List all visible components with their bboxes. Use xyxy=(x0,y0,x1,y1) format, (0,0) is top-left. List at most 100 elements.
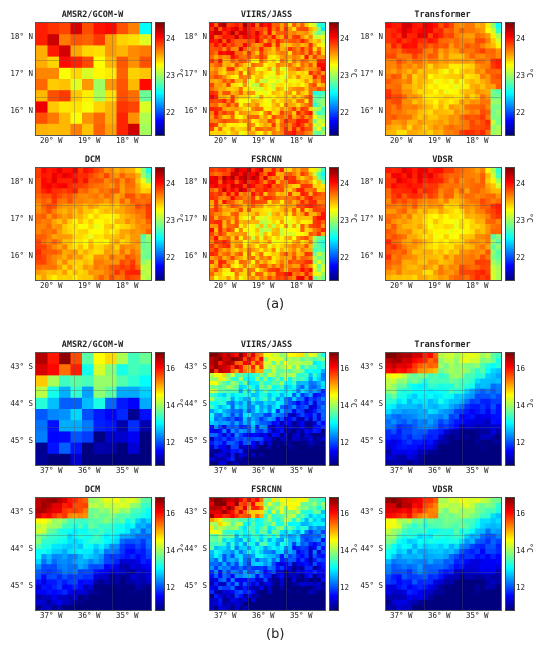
sst-cell xyxy=(72,589,79,596)
sst-cell xyxy=(480,274,486,280)
sst-cell xyxy=(412,234,418,240)
sst-cell xyxy=(275,123,281,128)
sst-cell xyxy=(275,236,281,241)
sst-cell xyxy=(222,119,228,124)
sst-cell xyxy=(119,183,126,189)
sst-cell xyxy=(453,79,460,85)
sst-cell xyxy=(210,204,215,209)
sst-cell xyxy=(62,559,68,565)
sst-cell xyxy=(386,104,392,111)
sst-cell xyxy=(469,403,476,410)
sst-cell xyxy=(320,123,325,128)
sst-cell xyxy=(135,254,142,261)
sst-cell xyxy=(279,240,285,245)
sst-cell xyxy=(267,437,273,442)
sst-cell xyxy=(67,559,74,565)
sst-cell xyxy=(464,208,471,215)
sst-cell xyxy=(72,518,79,525)
sst-cell xyxy=(124,259,131,266)
sst-cell xyxy=(246,180,252,185)
sst-cell xyxy=(485,358,492,364)
sst-cell xyxy=(304,272,310,277)
sst-cell xyxy=(246,413,252,418)
sst-cell xyxy=(283,71,289,76)
sst-cell xyxy=(316,397,322,402)
sst-cell xyxy=(62,269,68,276)
sst-cell xyxy=(396,188,403,195)
sst-cell xyxy=(103,183,110,189)
sst-cell xyxy=(88,584,95,591)
sst-cell xyxy=(251,353,256,358)
sst-cell xyxy=(288,276,293,280)
sst-cell xyxy=(230,204,236,209)
sst-cell xyxy=(88,178,95,184)
sst-cell xyxy=(312,95,318,100)
sst-cell xyxy=(271,272,277,277)
sst-cell xyxy=(396,264,403,271)
sst-cell xyxy=(119,208,126,215)
sst-cell xyxy=(230,192,236,197)
sst-cell xyxy=(105,364,118,376)
sst-cell xyxy=(417,53,424,60)
sst-cell xyxy=(391,368,398,374)
sst-cell xyxy=(391,419,398,425)
sst-cell xyxy=(443,459,450,465)
sst-cell xyxy=(490,439,497,446)
sst-cell xyxy=(62,498,68,504)
sst-cell xyxy=(114,208,121,215)
sst-cell xyxy=(72,574,79,581)
sst-cell xyxy=(230,51,236,56)
sst-cell xyxy=(51,559,58,565)
sst-cell xyxy=(453,218,460,225)
sst-cell xyxy=(222,365,228,370)
sst-cell xyxy=(320,71,325,76)
sst-cell xyxy=(490,73,497,80)
sst-cell xyxy=(267,252,273,257)
sst-cell xyxy=(474,363,481,369)
sst-cell xyxy=(242,131,248,135)
sst-cell xyxy=(279,35,285,40)
sst-cell xyxy=(304,35,310,40)
sst-cell xyxy=(230,389,236,394)
colorbar-tick-label: 14 xyxy=(166,401,176,410)
sst-cell xyxy=(238,353,244,358)
sst-cell xyxy=(259,417,264,422)
sst-cell xyxy=(453,58,460,65)
sst-cell xyxy=(238,445,244,450)
sst-cell xyxy=(218,276,223,280)
sst-cell xyxy=(222,184,228,189)
sst-cell xyxy=(128,453,141,465)
sst-cell xyxy=(386,378,392,385)
sst-cell xyxy=(51,264,58,271)
sst-cell xyxy=(109,229,116,235)
sst-cell xyxy=(283,260,289,265)
sst-cell xyxy=(124,168,131,174)
sst-cell xyxy=(427,403,434,410)
sst-cell xyxy=(98,518,105,525)
sst-cell xyxy=(93,528,100,535)
sst-cell xyxy=(226,103,232,108)
sst-cell xyxy=(312,184,318,189)
sst-cell xyxy=(62,518,68,525)
sst-cell xyxy=(396,23,403,29)
sst-cell xyxy=(474,274,481,280)
sst-cell xyxy=(443,454,450,461)
sst-cell xyxy=(396,409,403,415)
sst-cell xyxy=(296,23,301,28)
sst-cell xyxy=(93,513,100,519)
sst-cell xyxy=(469,168,476,174)
sst-cell xyxy=(422,68,429,75)
sst-cell xyxy=(443,439,450,446)
sst-cell xyxy=(267,31,273,36)
sst-cell xyxy=(109,538,116,545)
sst-cell xyxy=(495,383,501,390)
sst-cell xyxy=(464,429,471,436)
sst-cell xyxy=(72,188,79,195)
sst-cell xyxy=(51,523,58,530)
sst-cell xyxy=(67,193,74,200)
sst-cell xyxy=(406,234,413,240)
sst-cell xyxy=(242,91,248,96)
sst-cell xyxy=(438,183,445,189)
sst-cell xyxy=(422,178,429,184)
sst-cell xyxy=(98,523,105,530)
